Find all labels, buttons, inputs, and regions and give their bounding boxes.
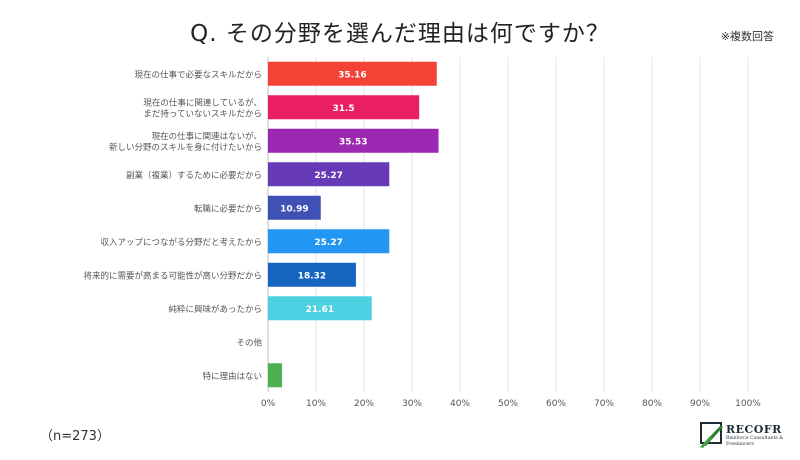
chart-title: Q. その分野を選んだ理由は何ですか？ <box>190 21 610 47</box>
bar <box>268 229 390 254</box>
x-tick-label: 40% <box>450 399 470 409</box>
x-tick-label: 80% <box>642 399 662 409</box>
category-label: 収入アップにつながる分野だと考えたから <box>100 237 262 248</box>
x-tick-label: 50% <box>498 399 518 409</box>
bar <box>268 363 283 388</box>
company-logo: RECOFR Reinforce Consultants & Freelance… <box>700 422 795 452</box>
bar <box>268 296 372 321</box>
x-tick-label: 60% <box>546 399 566 409</box>
category-label: 純粋に興味があったから <box>168 304 262 315</box>
logo-tagline: Reinforce Consultants & Freelancers <box>726 436 784 447</box>
x-tick-label: 100% <box>735 399 761 409</box>
bar <box>268 95 420 120</box>
logo-mark-icon <box>700 422 723 448</box>
bar <box>268 195 321 220</box>
x-tick-label: 30% <box>402 399 422 409</box>
category-label: 現在の仕事に関連はないが、 <box>152 131 262 142</box>
x-tick-label: 20% <box>354 399 374 409</box>
bar-value-label: 18.32 <box>298 271 326 281</box>
multiple-answer-note: ※複数回答 <box>720 30 774 43</box>
category-label: まだ持っていないスキルだから <box>143 108 262 119</box>
bar <box>268 262 356 287</box>
bar-value-label: 10.99 <box>280 204 308 214</box>
x-tick-label: 10% <box>306 399 326 409</box>
x-tick-label: 0% <box>261 399 276 409</box>
x-tick-label: 90% <box>690 399 710 409</box>
category-label: その他 <box>236 337 262 348</box>
sample-size: （n=273） <box>40 429 110 444</box>
bar-value-label: 25.27 <box>314 171 342 181</box>
x-tick-label: 70% <box>594 399 614 409</box>
category-label: 特に理由はない <box>202 371 262 382</box>
bar-value-label: 35.53 <box>339 137 367 147</box>
bar-value-label: 31.5 <box>332 104 354 114</box>
bar <box>268 162 390 187</box>
category-label: 副業（複業）するために必要だから <box>126 170 262 181</box>
category-label: 転職に必要だから <box>194 203 262 214</box>
bar-value-label: 25.27 <box>314 238 342 248</box>
bar <box>268 61 437 86</box>
bar-value-label: 21.61 <box>306 305 334 315</box>
bar <box>268 128 439 153</box>
category-label: 新しい分野のスキルを身に付けたいから <box>109 142 262 153</box>
category-label: 現在の仕事で必要なスキルだから <box>134 69 262 80</box>
category-label: 現在の仕事に関連しているが、 <box>143 97 262 108</box>
category-label: 将来的に需要が高まる可能性が高い分野だから <box>83 270 262 281</box>
bar-value-label: 35.16 <box>338 70 366 80</box>
logo-name: RECOFR <box>726 423 782 436</box>
